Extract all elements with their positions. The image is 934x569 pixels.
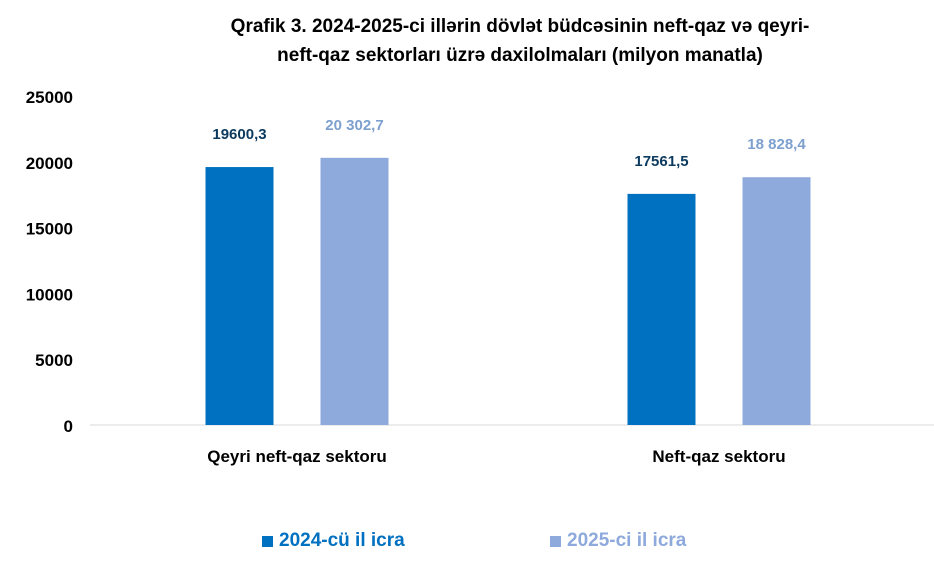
- y-tick-label: 20000: [26, 154, 73, 173]
- y-tick-label: 15000: [26, 220, 73, 239]
- bar: [627, 193, 696, 425]
- x-category-label: Qeyri neft-qaz sektoru: [207, 447, 387, 466]
- chart-title-line-1: Qrafik 3. 2024-2025-ci illərin dövlət bü…: [230, 16, 810, 37]
- legend-item-2024: 2024-cü il icra: [262, 530, 405, 552]
- chart-legend: 2024-cü il icra 2025-ci il icra: [0, 530, 934, 556]
- bar: [742, 177, 811, 425]
- data-label: 18 828,4: [747, 136, 806, 153]
- legend-swatch-2025: [550, 535, 561, 547]
- legend-label-2025: 2025-ci il icra: [567, 530, 687, 551]
- legend-item-2025: 2025-ci il icra: [550, 530, 686, 552]
- y-tick-label: 10000: [26, 285, 73, 304]
- x-category-label: Neft-qaz sektoru: [652, 447, 785, 466]
- y-tick-label: 0: [64, 417, 73, 436]
- chart-title: Qrafik 3. 2024-2025-ci illərin dövlət bü…: [120, 12, 920, 70]
- data-label: 19600,3: [212, 126, 266, 143]
- data-label: 20 302,7: [325, 117, 383, 134]
- chart-title-line-2: neft-qaz sektorları üzrə daxilolmaları (…: [277, 45, 763, 66]
- legend-swatch-2024: [262, 535, 273, 547]
- bar: [205, 167, 274, 425]
- y-tick-label: 5000: [35, 351, 73, 370]
- bar: [320, 157, 389, 425]
- y-tick-label: 25000: [26, 88, 73, 107]
- data-label: 17561,5: [634, 153, 688, 170]
- legend-label-2024: 2024-cü il icra: [279, 530, 405, 551]
